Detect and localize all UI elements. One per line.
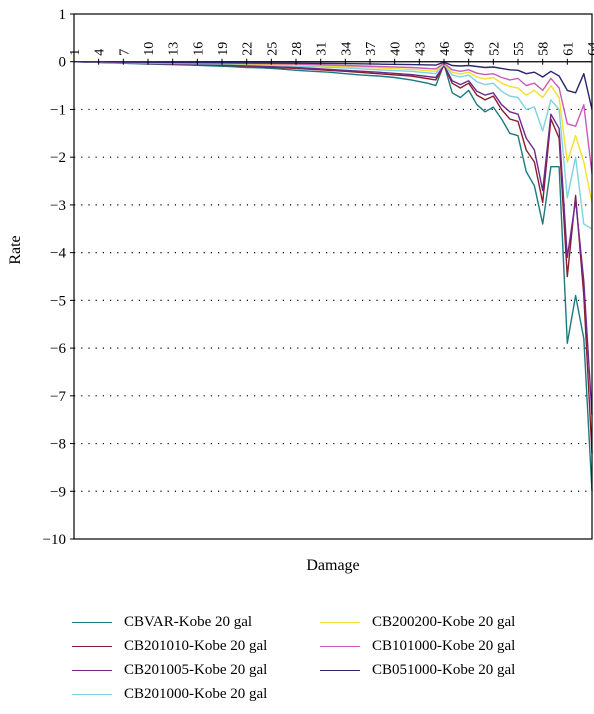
legend-swatch (320, 621, 360, 623)
legend-swatch (72, 645, 112, 647)
x-tick-label: 13 (167, 42, 182, 56)
x-tick-label: 25 (265, 42, 280, 56)
x-tick-label: 52 (487, 42, 502, 56)
legend-swatch (320, 645, 360, 647)
legend-label: CB201000-Kobe 20 gal (124, 685, 268, 702)
legend-label: CB200200-Kobe 20 gal (372, 613, 516, 630)
series-lines (73, 61, 593, 492)
x-tick-label: 1 (68, 49, 83, 56)
y-axis-label: Rate (7, 235, 24, 264)
series-line (73, 61, 593, 415)
legend-item: CB051000-Kobe 20 gal (320, 660, 515, 680)
x-tick-label: 22 (241, 42, 256, 56)
y-axis-ticks: 1 0 −1 −2 −3 −4 −5 −6 −7 −8 −9 −10 (43, 7, 74, 548)
x-tick-label: 4 (93, 49, 108, 56)
x-tick-label: 16 (191, 42, 206, 56)
x-tick-label: 46 (438, 42, 453, 56)
series-line (73, 61, 593, 174)
legend-swatch (320, 669, 360, 671)
x-tick-label: 34 (339, 42, 354, 56)
y-tick-label: −3 (50, 198, 66, 214)
x-tick-label: 10 (142, 42, 157, 56)
legend-label: CB201010-Kobe 20 gal (124, 637, 268, 654)
legend: CBVAR-Kobe 20 gal CB201010-Kobe 20 gal CB2… (72, 612, 592, 712)
y-tick-label: −1 (50, 102, 66, 118)
y-tick-label: −7 (50, 389, 66, 405)
x-tick-label: 31 (315, 42, 330, 56)
x-tick-label: 58 (537, 42, 552, 56)
x-tick-label: 7 (117, 49, 132, 56)
x-axis-label: Damage (306, 557, 359, 574)
legend-swatch (72, 621, 112, 623)
y-tick-label: 0 (59, 55, 67, 71)
legend-item: CBVAR-Kobe 20 gal (72, 612, 252, 632)
legend-label: CBVAR-Kobe 20 gal (124, 613, 253, 630)
legend-label: CB101000-Kobe 20 gal (372, 637, 516, 654)
series-line (73, 61, 593, 454)
series-line (73, 61, 593, 492)
legend-item: CB201010-Kobe 20 gal (72, 636, 267, 656)
x-tick-label: 61 (561, 42, 576, 56)
y-tick-label: −8 (50, 437, 66, 453)
x-tick-label: 40 (389, 42, 404, 56)
legend-label: CB201005-Kobe 20 gal (124, 661, 268, 678)
x-tick-label: 19 (216, 42, 231, 56)
legend-item: CB201005-Kobe 20 gal (72, 660, 267, 680)
x-tick-label: 55 (512, 42, 527, 56)
x-tick-label: 28 (290, 42, 305, 56)
grid-lines (74, 61, 592, 492)
y-tick-label: −10 (43, 532, 66, 548)
series-line (73, 61, 593, 203)
y-tick-label: −2 (50, 150, 66, 166)
x-tick-label: 43 (413, 42, 428, 56)
legend-swatch (72, 669, 112, 671)
legend-label: CB051000-Kobe 20 gal (372, 661, 516, 678)
line-chart: 10−1−2−3−4−5−6−7−8−9−10 1 4 7 10 13 16 19 22 25 2… (7, 7, 594, 574)
x-tick-label: 37 (364, 42, 379, 56)
series-line (73, 61, 593, 110)
plot-frame (73, 13, 593, 540)
y-tick-label: −5 (50, 293, 66, 309)
y-tick-label: −6 (50, 341, 66, 357)
legend-item: CB201000-Kobe 20 gal (72, 684, 267, 704)
series-line (73, 61, 593, 230)
legend-item: CB101000-Kobe 20 gal (320, 636, 515, 656)
y-tick-label: 1 (59, 7, 67, 23)
x-tick-label: 64 (586, 42, 594, 56)
legend-swatch (72, 693, 112, 695)
y-tick-label: −9 (50, 484, 66, 500)
x-tick-label: 49 (463, 42, 478, 56)
x-axis-ticks: 1 4 7 10 13 16 19 22 25 28 31 34 37 40 43 46 49 52 55 58 61 6… (68, 42, 594, 65)
legend-item: CB200200-Kobe 20 gal (320, 612, 515, 632)
y-tick-label: −4 (50, 246, 66, 262)
